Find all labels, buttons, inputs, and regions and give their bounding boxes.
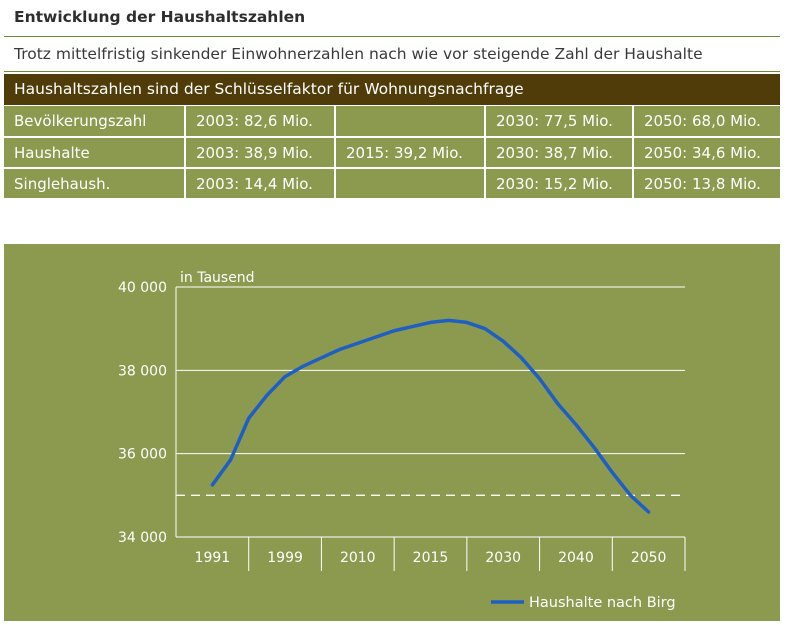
x-tick-label: 2030 — [485, 550, 521, 566]
page-title: Entwicklung der Haushaltszahlen — [14, 8, 306, 26]
y-tick-label: 40 000 — [118, 280, 167, 296]
y-tick-label: 34 000 — [118, 530, 167, 546]
y-tick-label: 36 000 — [118, 447, 167, 463]
table-cell: 2050: 68,0 Mio. — [632, 106, 780, 138]
row-label: Singlehaush. — [4, 167, 186, 200]
y-axis-label: in Tausend — [180, 270, 255, 286]
table-cell — [334, 106, 486, 138]
chart-panel: 34 000 36 000 38 000 40 000 1991 1999 2010 2015… — [4, 244, 780, 621]
household-table: Bevölkerungszahl 2003: 82,6 Mio. 2030: 77,… — [4, 106, 780, 200]
series-line — [210, 318, 651, 514]
title-divider — [4, 36, 780, 37]
x-tick-label: 1999 — [267, 550, 303, 566]
x-tick-label: 2050 — [631, 550, 667, 566]
table-row: Haushalte 2003: 38,9 Mio. 2015: 39,2 Mio. 2… — [4, 136, 780, 169]
table-cell: 2030: 77,5 Mio. — [484, 106, 634, 138]
table-cell: 2050: 34,6 Mio. — [632, 136, 780, 169]
table-row: Singlehaush. 2003: 14,4 Mio. 2030: 15,2 Mi… — [4, 167, 780, 200]
page-subtitle: Trotz mittelfristig sinkender Einwohnerz… — [14, 45, 703, 63]
household-line-chart: 34 000 36 000 38 000 40 000 1991 1999 2010 2015… — [118, 270, 686, 611]
table-cell: 2030: 15,2 Mio. — [484, 167, 634, 200]
x-tick-label: 2040 — [558, 550, 594, 566]
x-tick-label: 2015 — [413, 550, 449, 566]
row-label: Bevölkerungszahl — [4, 106, 186, 138]
y-tick-label: 38 000 — [118, 363, 167, 379]
table-cell: 2030: 38,7 Mio. — [484, 136, 634, 169]
subtitle-divider — [4, 71, 780, 72]
table-cell: 2003: 38,9 Mio. — [184, 136, 336, 169]
table-cell: 2003: 14,4 Mio. — [184, 167, 336, 200]
table-row: Bevölkerungszahl 2003: 82,6 Mio. 2030: 77,… — [4, 106, 780, 138]
table-cell: 2015: 39,2 Mio. — [334, 136, 486, 169]
x-tick-label: 1991 — [195, 550, 231, 566]
legend-label: Haushalte nach Birg — [529, 595, 676, 611]
table-cell: 2050: 13,8 Mio. — [632, 167, 780, 200]
table-header: Haushaltszahlen sind der Schlüsselfaktor… — [4, 74, 780, 105]
table-cell — [334, 167, 486, 200]
x-tick-label: 2010 — [340, 550, 376, 566]
table-cell: 2003: 82,6 Mio. — [184, 106, 336, 138]
row-label: Haushalte — [4, 136, 186, 169]
